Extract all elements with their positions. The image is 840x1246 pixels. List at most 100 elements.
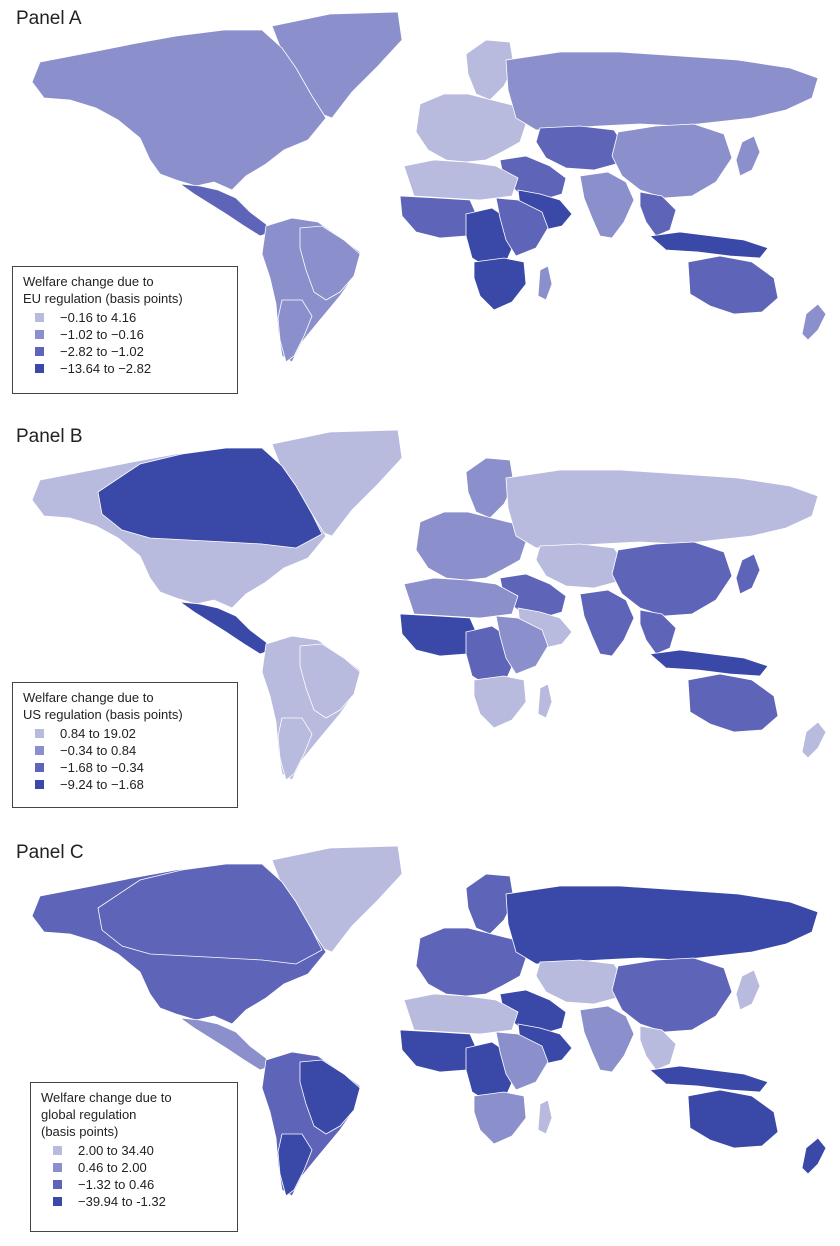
region-central-asia [535,543,627,589]
region-japan [735,969,761,1011]
legend-swatch [53,1146,62,1155]
region-argentina [277,717,313,781]
region-china [611,123,733,199]
map-legend: Welfare change due to global regulation … [30,1082,238,1232]
legend-item: −1.02 to −0.16 [13,326,237,343]
legend-item: 0.46 to 2.00 [31,1159,237,1176]
legend-item: 0.84 to 19.02 [13,725,237,742]
region-scandinavia [465,457,515,519]
legend-label: 0.84 to 19.02 [60,726,136,741]
legend-label: −9.24 to −1.68 [60,777,144,792]
legend-label: 0.46 to 2.00 [78,1160,147,1175]
region-brazil [299,1059,361,1135]
legend-item: −0.16 to 4.16 [13,309,237,326]
panel-title: Panel A [16,8,82,29]
region-north-africa [403,159,519,201]
region-southern-africa [473,1091,527,1145]
legend-swatch [35,729,44,738]
legend-item: 2.00 to 34.40 [31,1142,237,1159]
panel-c: Panel C Welfare change due to global reg… [0,834,840,1246]
region-southern-africa [473,675,527,729]
region-europe [415,511,527,581]
region-australia [687,1089,779,1149]
region-central-asia [535,125,627,171]
legend-item: −39.94 to -1.32 [31,1193,237,1210]
panel-b: Panel B Welfare change due to US regulat… [0,418,840,828]
region-east-africa [495,1031,549,1091]
region-indonesia [649,649,769,677]
legend-item: −1.32 to 0.46 [31,1176,237,1193]
region-india [579,1005,635,1073]
region-southeast-asia [639,191,677,237]
legend-item: −13.64 to −2.82 [13,360,237,377]
region-japan [735,553,761,595]
region-new-zealand [801,721,827,759]
legend-swatch [35,364,44,373]
world-map-global [31,845,827,1197]
region-argentina [277,1133,313,1197]
region-southeast-asia [639,609,677,655]
region-australia [687,255,779,315]
region-north-africa [403,577,519,619]
region-china [611,957,733,1033]
region-east-africa [495,197,549,257]
panel-title: Panel B [16,426,83,447]
legend-item: −1.68 to −0.34 [13,759,237,776]
region-central-america [178,1017,273,1071]
legend-swatch [35,347,44,356]
map-legend: Welfare change due to US regulation (bas… [12,682,238,808]
legend-swatch [35,330,44,339]
legend-swatch [53,1163,62,1172]
legend-label: −0.16 to 4.16 [60,310,137,325]
region-australia [687,673,779,733]
panel-title: Panel C [16,842,84,863]
region-southeast-asia [639,1025,677,1071]
region-canada [97,447,323,549]
region-russia [505,51,819,131]
region-brazil [299,643,361,719]
region-southern-africa [473,257,527,311]
map-legend: Welfare change due to EU regulation (bas… [12,266,238,394]
region-north-africa [403,993,519,1035]
legend-swatch [53,1197,62,1206]
legend-label: −1.32 to 0.46 [78,1177,155,1192]
legend-swatch [35,763,44,772]
legend-label: −2.82 to −1.02 [60,344,144,359]
region-india [579,171,635,239]
legend-item: −9.24 to −1.68 [13,776,237,793]
world-map-us [31,429,827,781]
region-madagascar [537,265,553,301]
legend-swatch [35,780,44,789]
region-brazil [299,225,361,301]
region-china [611,541,733,617]
region-europe [415,927,527,997]
region-argentina [277,299,313,363]
legend-item: −2.82 to −1.02 [13,343,237,360]
region-new-zealand [801,303,827,341]
world-map-eu [31,11,827,363]
legend-label: −0.34 to 0.84 [60,743,137,758]
region-europe [415,93,527,163]
region-new-zealand [801,1137,827,1175]
region-central-america [178,601,273,655]
legend-label: −1.68 to −0.34 [60,760,144,775]
legend-title: Welfare change due to US regulation (bas… [23,690,183,722]
panel-a: Panel A Welfare change due to EU regulat… [0,0,840,410]
legend-swatch [35,746,44,755]
legend-title: Welfare change due to EU regulation (bas… [23,274,183,306]
legend-label: 2.00 to 34.40 [78,1143,154,1158]
legend-swatch [35,313,44,322]
region-east-africa [495,615,549,675]
region-indonesia [649,1065,769,1093]
legend-item: −0.34 to 0.84 [13,742,237,759]
region-russia [505,885,819,965]
region-madagascar [537,1099,553,1135]
region-russia [505,469,819,549]
legend-title: Welfare change due to global regulation … [41,1090,172,1139]
region-japan [735,135,761,177]
region-scandinavia [465,39,515,101]
region-north-america [31,29,327,191]
region-scandinavia [465,873,515,935]
region-india [579,589,635,657]
legend-swatch [53,1180,62,1189]
